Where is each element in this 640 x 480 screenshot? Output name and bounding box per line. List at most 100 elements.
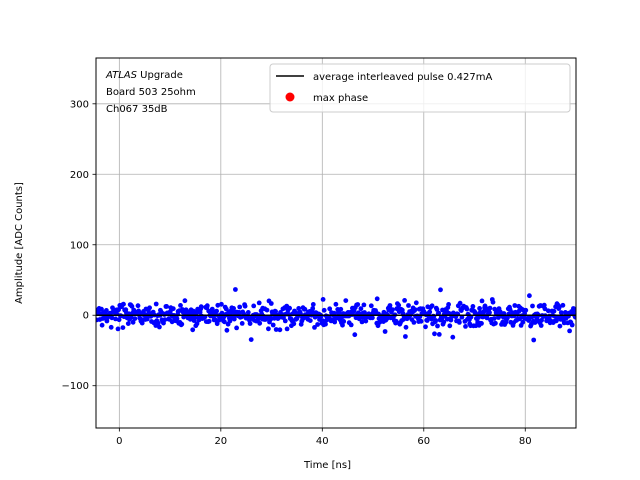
data-point	[170, 306, 176, 312]
data-point	[527, 293, 532, 299]
x-tick-label: 20	[214, 436, 227, 447]
data-point	[490, 299, 496, 305]
data-point	[179, 321, 185, 327]
data-point	[236, 310, 242, 315]
y-tick-label: 300	[70, 99, 89, 110]
data-point	[403, 334, 408, 339]
data-point	[247, 321, 253, 326]
data-point	[115, 326, 121, 332]
data-point	[538, 323, 544, 328]
data-point	[215, 302, 221, 308]
data-point	[491, 316, 497, 321]
data-point	[333, 301, 339, 307]
data-point	[125, 321, 131, 326]
series-layer	[96, 287, 576, 343]
data-point	[341, 319, 347, 324]
data-point	[198, 304, 204, 310]
data-point	[282, 318, 288, 324]
x-axis-label: Time [ns]	[303, 460, 351, 471]
data-point	[268, 316, 274, 322]
data-point	[296, 306, 302, 311]
data-point	[234, 325, 240, 331]
annotation-line-3: Ch067 35dB	[106, 104, 168, 115]
data-point	[266, 326, 271, 332]
data-point	[204, 303, 210, 309]
data-point	[257, 320, 263, 326]
data-point	[402, 298, 407, 303]
data-point	[374, 296, 380, 302]
data-point	[358, 306, 364, 312]
annotation: ATLAS Upgrade Board 503 25ohm Ch067 35dB	[105, 70, 196, 115]
data-point	[413, 300, 419, 306]
data-point	[429, 303, 435, 309]
data-point	[541, 302, 547, 308]
data-point	[432, 331, 437, 337]
data-point	[162, 317, 168, 323]
data-point	[277, 327, 283, 333]
data-point	[120, 325, 126, 330]
data-point	[174, 316, 180, 322]
data-point	[340, 322, 345, 328]
data-point	[479, 321, 484, 326]
data-point	[132, 316, 138, 321]
data-point	[231, 306, 237, 311]
data-point	[153, 301, 159, 307]
data-point	[446, 302, 451, 307]
annotation-atlas: ATLAS	[105, 70, 138, 81]
data-point	[412, 307, 418, 312]
data-point	[302, 306, 308, 312]
data-point	[390, 307, 395, 313]
data-point	[459, 314, 465, 320]
data-point	[318, 313, 324, 319]
data-point	[476, 315, 481, 320]
data-point	[113, 316, 118, 322]
data-point	[245, 310, 251, 315]
x-tick-label: 60	[417, 436, 430, 447]
data-point	[135, 303, 141, 309]
data-point	[435, 323, 440, 329]
data-point	[233, 287, 238, 292]
data-point	[273, 327, 279, 332]
data-point	[523, 307, 529, 313]
data-point	[194, 321, 200, 327]
data-point	[572, 308, 576, 313]
data-point	[320, 297, 326, 302]
data-point	[315, 322, 320, 327]
data-point	[352, 332, 358, 338]
data-point	[477, 306, 482, 311]
legend: average interleaved pulse 0.427mA max ph…	[269, 63, 571, 113]
data-point	[387, 303, 393, 308]
data-point	[108, 324, 114, 330]
data-point	[327, 306, 333, 312]
data-point	[128, 315, 134, 320]
data-point	[423, 324, 428, 330]
data-point	[284, 326, 290, 332]
data-point	[292, 310, 298, 315]
data-point	[479, 298, 485, 304]
data-point	[147, 305, 153, 311]
data-point	[520, 319, 526, 325]
data-point	[164, 304, 170, 309]
x-tick-label: 80	[519, 436, 532, 447]
data-point	[512, 303, 518, 308]
x-tick-label: 0	[116, 436, 122, 447]
data-point	[557, 323, 563, 329]
legend-box	[269, 63, 571, 113]
data-point	[464, 306, 470, 312]
data-point	[463, 324, 468, 329]
data-point	[270, 322, 276, 328]
legend-label-average-pulse: average interleaved pulse 0.427mA	[313, 72, 492, 83]
y-axis-label: Amplitude [ADC Counts]	[14, 182, 25, 304]
data-point	[487, 305, 493, 311]
data-point	[321, 307, 327, 313]
data-point	[436, 310, 442, 316]
annotation-line-1: ATLAS Upgrade	[105, 70, 183, 81]
data-point	[382, 329, 388, 334]
data-point	[457, 300, 463, 306]
data-point	[239, 321, 245, 326]
data-point	[190, 327, 196, 333]
legend-dot-swatch	[285, 92, 295, 102]
data-point	[99, 306, 104, 312]
data-point	[194, 310, 199, 316]
data-point	[206, 318, 212, 324]
